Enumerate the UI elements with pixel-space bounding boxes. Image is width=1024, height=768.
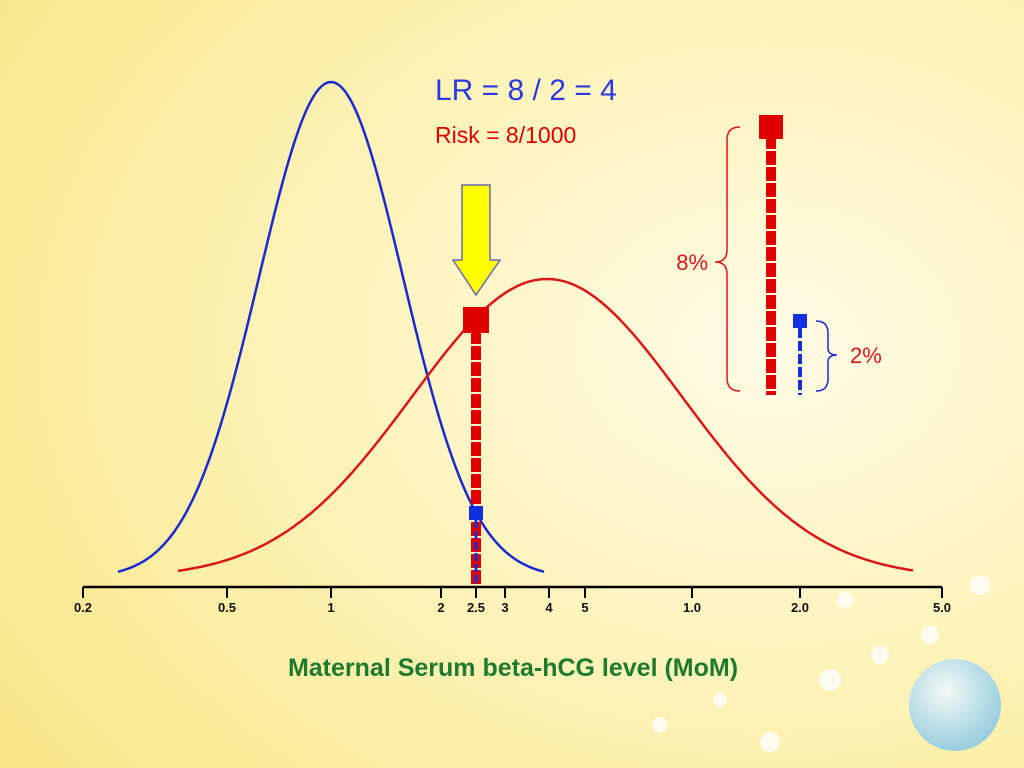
x-tick-label: 0.2 <box>74 600 92 615</box>
x-tick-label: 1 <box>327 600 334 615</box>
x-tick-label: 2.5 <box>467 600 485 615</box>
unaffected-risk-marker <box>793 314 807 328</box>
affected-risk-marker <box>759 115 783 139</box>
x-tick-label: 5 <box>581 600 588 615</box>
arrow <box>451 184 502 297</box>
x-tick-label: 2 <box>437 600 444 615</box>
decor-flowers <box>652 575 990 752</box>
affected-bracket <box>714 126 741 392</box>
affected-curve <box>177 277 914 573</box>
unaffected-marker <box>469 506 483 520</box>
x-tick-label: 3 <box>501 600 508 615</box>
unaffected-bracket <box>815 320 838 392</box>
x-tick-label: 4 <box>545 600 553 615</box>
decor-orb <box>909 659 1001 751</box>
risk-text: Risk = 8/1000 <box>435 122 576 148</box>
x-tick-label: 0.5 <box>218 600 236 615</box>
lr-text: LR = 8 / 2 = 4 <box>435 74 617 107</box>
affected-percent: 8% <box>676 250 708 275</box>
axis-title: Maternal Serum beta-hCG level (MoM) <box>288 654 738 682</box>
x-tick-label: 2.0 <box>791 600 809 615</box>
affected-marker <box>463 307 489 333</box>
x-tick-label: 5.0 <box>933 600 951 615</box>
x-tick-label: 1.0 <box>683 600 701 615</box>
unaffected-percent: 2% <box>850 343 882 368</box>
x-ticks: 0.2 0.5 1 2 2.5 3 4 5 1.0 2.0 5.0 <box>74 587 951 615</box>
